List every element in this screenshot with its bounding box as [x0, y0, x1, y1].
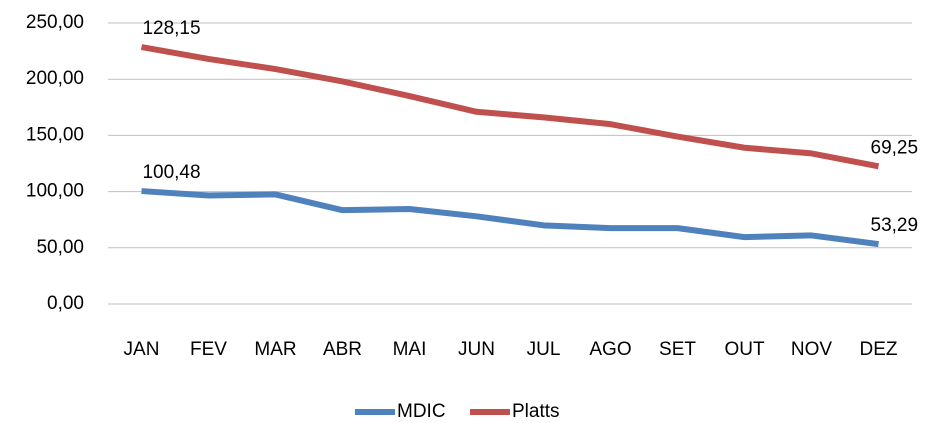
data-label: 53,29 — [871, 215, 919, 236]
data-label: 69,25 — [871, 137, 919, 158]
x-tick-label: JUN — [458, 339, 495, 360]
x-tick-label: MAR — [254, 339, 296, 360]
y-tick-label: 100,00 — [26, 181, 84, 202]
data-label: 128,15 — [142, 18, 200, 39]
legend-label: MDIC — [397, 401, 446, 422]
x-tick-label: AGO — [589, 339, 631, 360]
y-tick-label: 150,00 — [26, 124, 84, 145]
y-tick-label: 50,00 — [36, 237, 84, 258]
y-tick-label: 0,00 — [47, 293, 84, 314]
line-series — [140, 44, 880, 170]
y-tick-label: 200,00 — [26, 68, 84, 89]
data-label: 100,48 — [142, 162, 200, 183]
y-tick-label: 250,00 — [26, 12, 84, 33]
x-tick-label: MAI — [393, 339, 427, 360]
x-tick-label: NOV — [791, 339, 833, 360]
x-tick-label: DEZ — [860, 339, 898, 360]
x-tick-label: FEV — [190, 339, 227, 360]
x-tick-label: SET — [659, 339, 696, 360]
x-tick-label: JAN — [124, 339, 160, 360]
line-series — [141, 188, 879, 248]
x-tick-label: JUL — [527, 339, 561, 360]
legend-label: Platts — [512, 401, 560, 422]
x-tick-label: OUT — [724, 339, 765, 360]
x-tick-label: ABR — [323, 339, 362, 360]
